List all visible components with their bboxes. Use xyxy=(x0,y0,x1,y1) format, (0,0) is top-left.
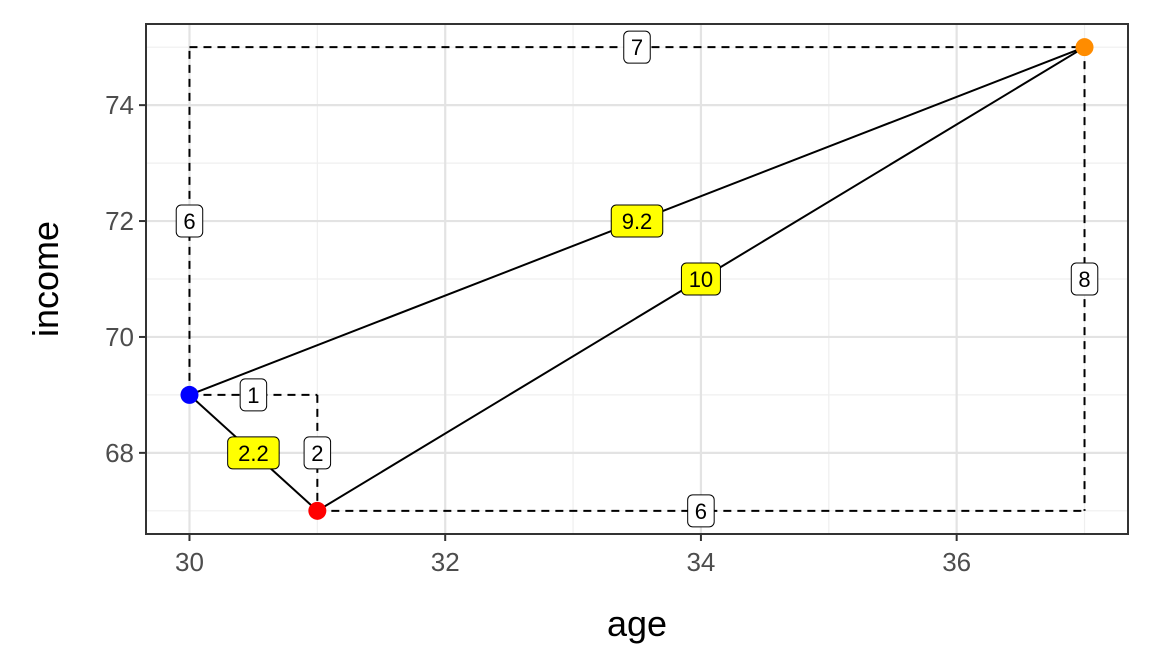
data-point xyxy=(308,501,327,520)
distance-label-box xyxy=(227,436,280,470)
component-distance-label: 2 xyxy=(303,436,332,470)
component-distance-label: 6 xyxy=(687,494,715,528)
axes: 30 32 34 36 68 70 72 74 xyxy=(105,90,971,577)
y-tick-label: 72 xyxy=(105,206,134,236)
x-tick-label: 34 xyxy=(686,547,715,577)
y-axis-title: income xyxy=(25,221,66,337)
component-distance-label: 8 xyxy=(1070,262,1099,296)
y-tick-label: 68 xyxy=(105,438,134,468)
distance-label-box xyxy=(610,204,664,238)
distance-label-box xyxy=(687,494,715,528)
data-points xyxy=(180,38,1094,520)
x-tick-label: 36 xyxy=(942,547,971,577)
distance-label-text: 6 xyxy=(183,209,195,234)
distance-label-box xyxy=(239,378,268,412)
x-tick-label: 30 xyxy=(175,547,204,577)
x-tick-label: 32 xyxy=(431,547,460,577)
distance-label-box xyxy=(303,436,332,470)
distance-label-box xyxy=(680,262,721,296)
distance-label-text: 9.2 xyxy=(622,209,653,234)
x-axis-title: age xyxy=(607,603,667,644)
distance-label-box xyxy=(1070,262,1099,296)
distance-label-text: 2 xyxy=(311,441,323,466)
distance-label-text: 1 xyxy=(247,383,259,408)
distance-label-box xyxy=(175,204,204,238)
distance-label-text: 8 xyxy=(1078,267,1090,292)
distance-label-box xyxy=(623,30,651,64)
euclidean-distance-label: 10 xyxy=(680,262,721,296)
y-tick-label: 74 xyxy=(105,90,134,120)
distance-label-text: 10 xyxy=(689,267,713,292)
segment-labels: 2.2 9.2 10 1 2 6 7 8 6 xyxy=(175,30,1099,528)
distance-label-text: 6 xyxy=(695,499,707,524)
component-distance-label: 6 xyxy=(175,204,204,238)
distance-label-text: 7 xyxy=(631,35,643,60)
data-point xyxy=(180,385,199,404)
data-point xyxy=(1075,38,1094,57)
component-distance-label: 7 xyxy=(623,30,651,64)
plot-panel-border xyxy=(145,23,1129,535)
y-tick-label: 70 xyxy=(105,322,134,352)
component-distance-label: 1 xyxy=(239,378,268,412)
euclidean-distance-label: 9.2 xyxy=(610,204,664,238)
euclidean-distance-label: 2.2 xyxy=(227,436,280,470)
distance-label-text: 2.2 xyxy=(238,441,269,466)
